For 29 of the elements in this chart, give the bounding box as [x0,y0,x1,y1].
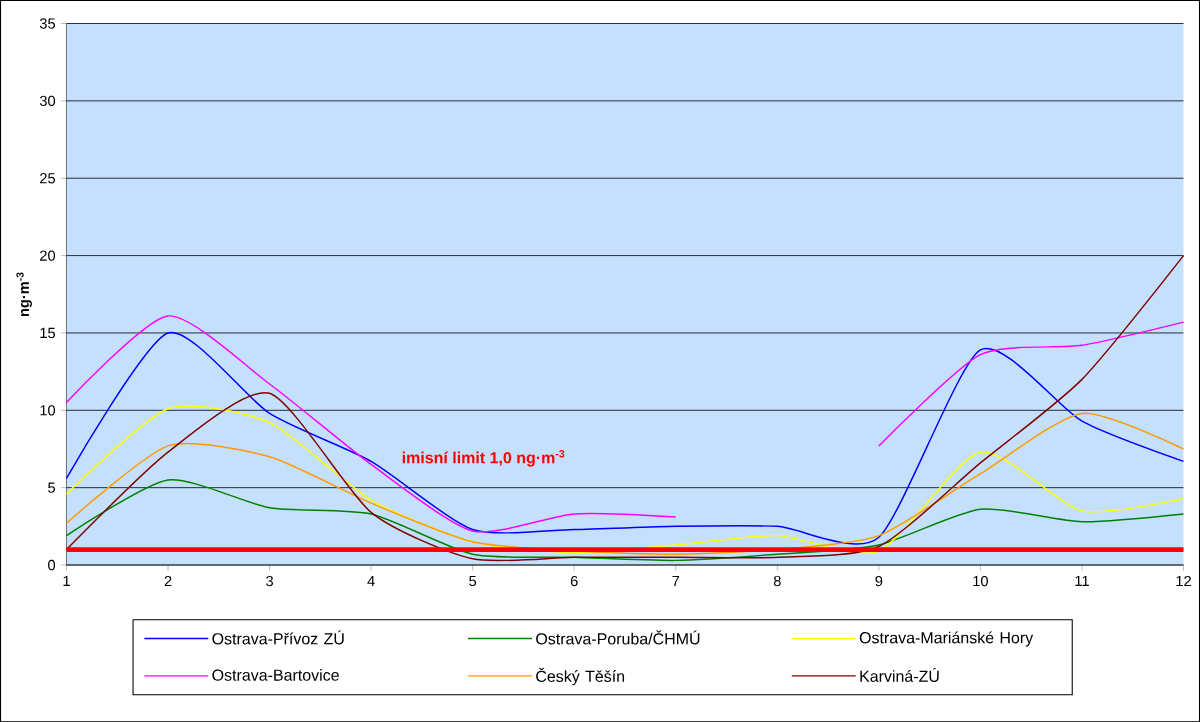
legend-label: Ostrava-Mariánské Hory [859,631,1034,647]
y-tick-label: 30 [39,95,56,106]
ref-line-label: imisní limit 1,0 ng·m$^{-3}$ [402,449,565,467]
x-tick-label: 9 [875,575,883,587]
x-tick-label: 4 [367,575,375,586]
y-tick-label: 15 [40,327,56,338]
y-tick-label: 20 [40,250,56,261]
y-tick-label: 25 [40,172,56,184]
y-tick-label: 0 [48,559,56,571]
legend-label: Ostrava-Poruba/ČHMÚ [536,630,700,645]
x-tick-label: 12 [1176,575,1191,586]
y-tick-label: 5 [48,482,56,493]
y-tick-label: 35 [39,18,56,29]
x-tick-label: 10 [973,575,988,587]
x-tick-label: 8 [773,575,781,587]
legend-label: Český Těšín [536,667,625,685]
x-tick-label: 1 [63,575,70,586]
x-tick-label: 7 [672,575,680,586]
legend-label: Ostrava-Bartovice [212,668,339,681]
y-axis-title: ng·m$^{-3}$ [16,272,32,316]
x-tick-label: 11 [1075,575,1089,586]
legend-label: Karviná-ZÚ [860,667,939,682]
x-tick-label: 6 [570,575,578,587]
x-tick-label: 5 [469,575,477,586]
y-tick-label: 10 [40,404,56,416]
line-series [65,478,1185,561]
x-tick-label: 3 [266,575,273,587]
legend-label: Ostrava-Přívoz ZÚ [212,630,344,645]
x-tick-label: 2 [164,575,172,586]
